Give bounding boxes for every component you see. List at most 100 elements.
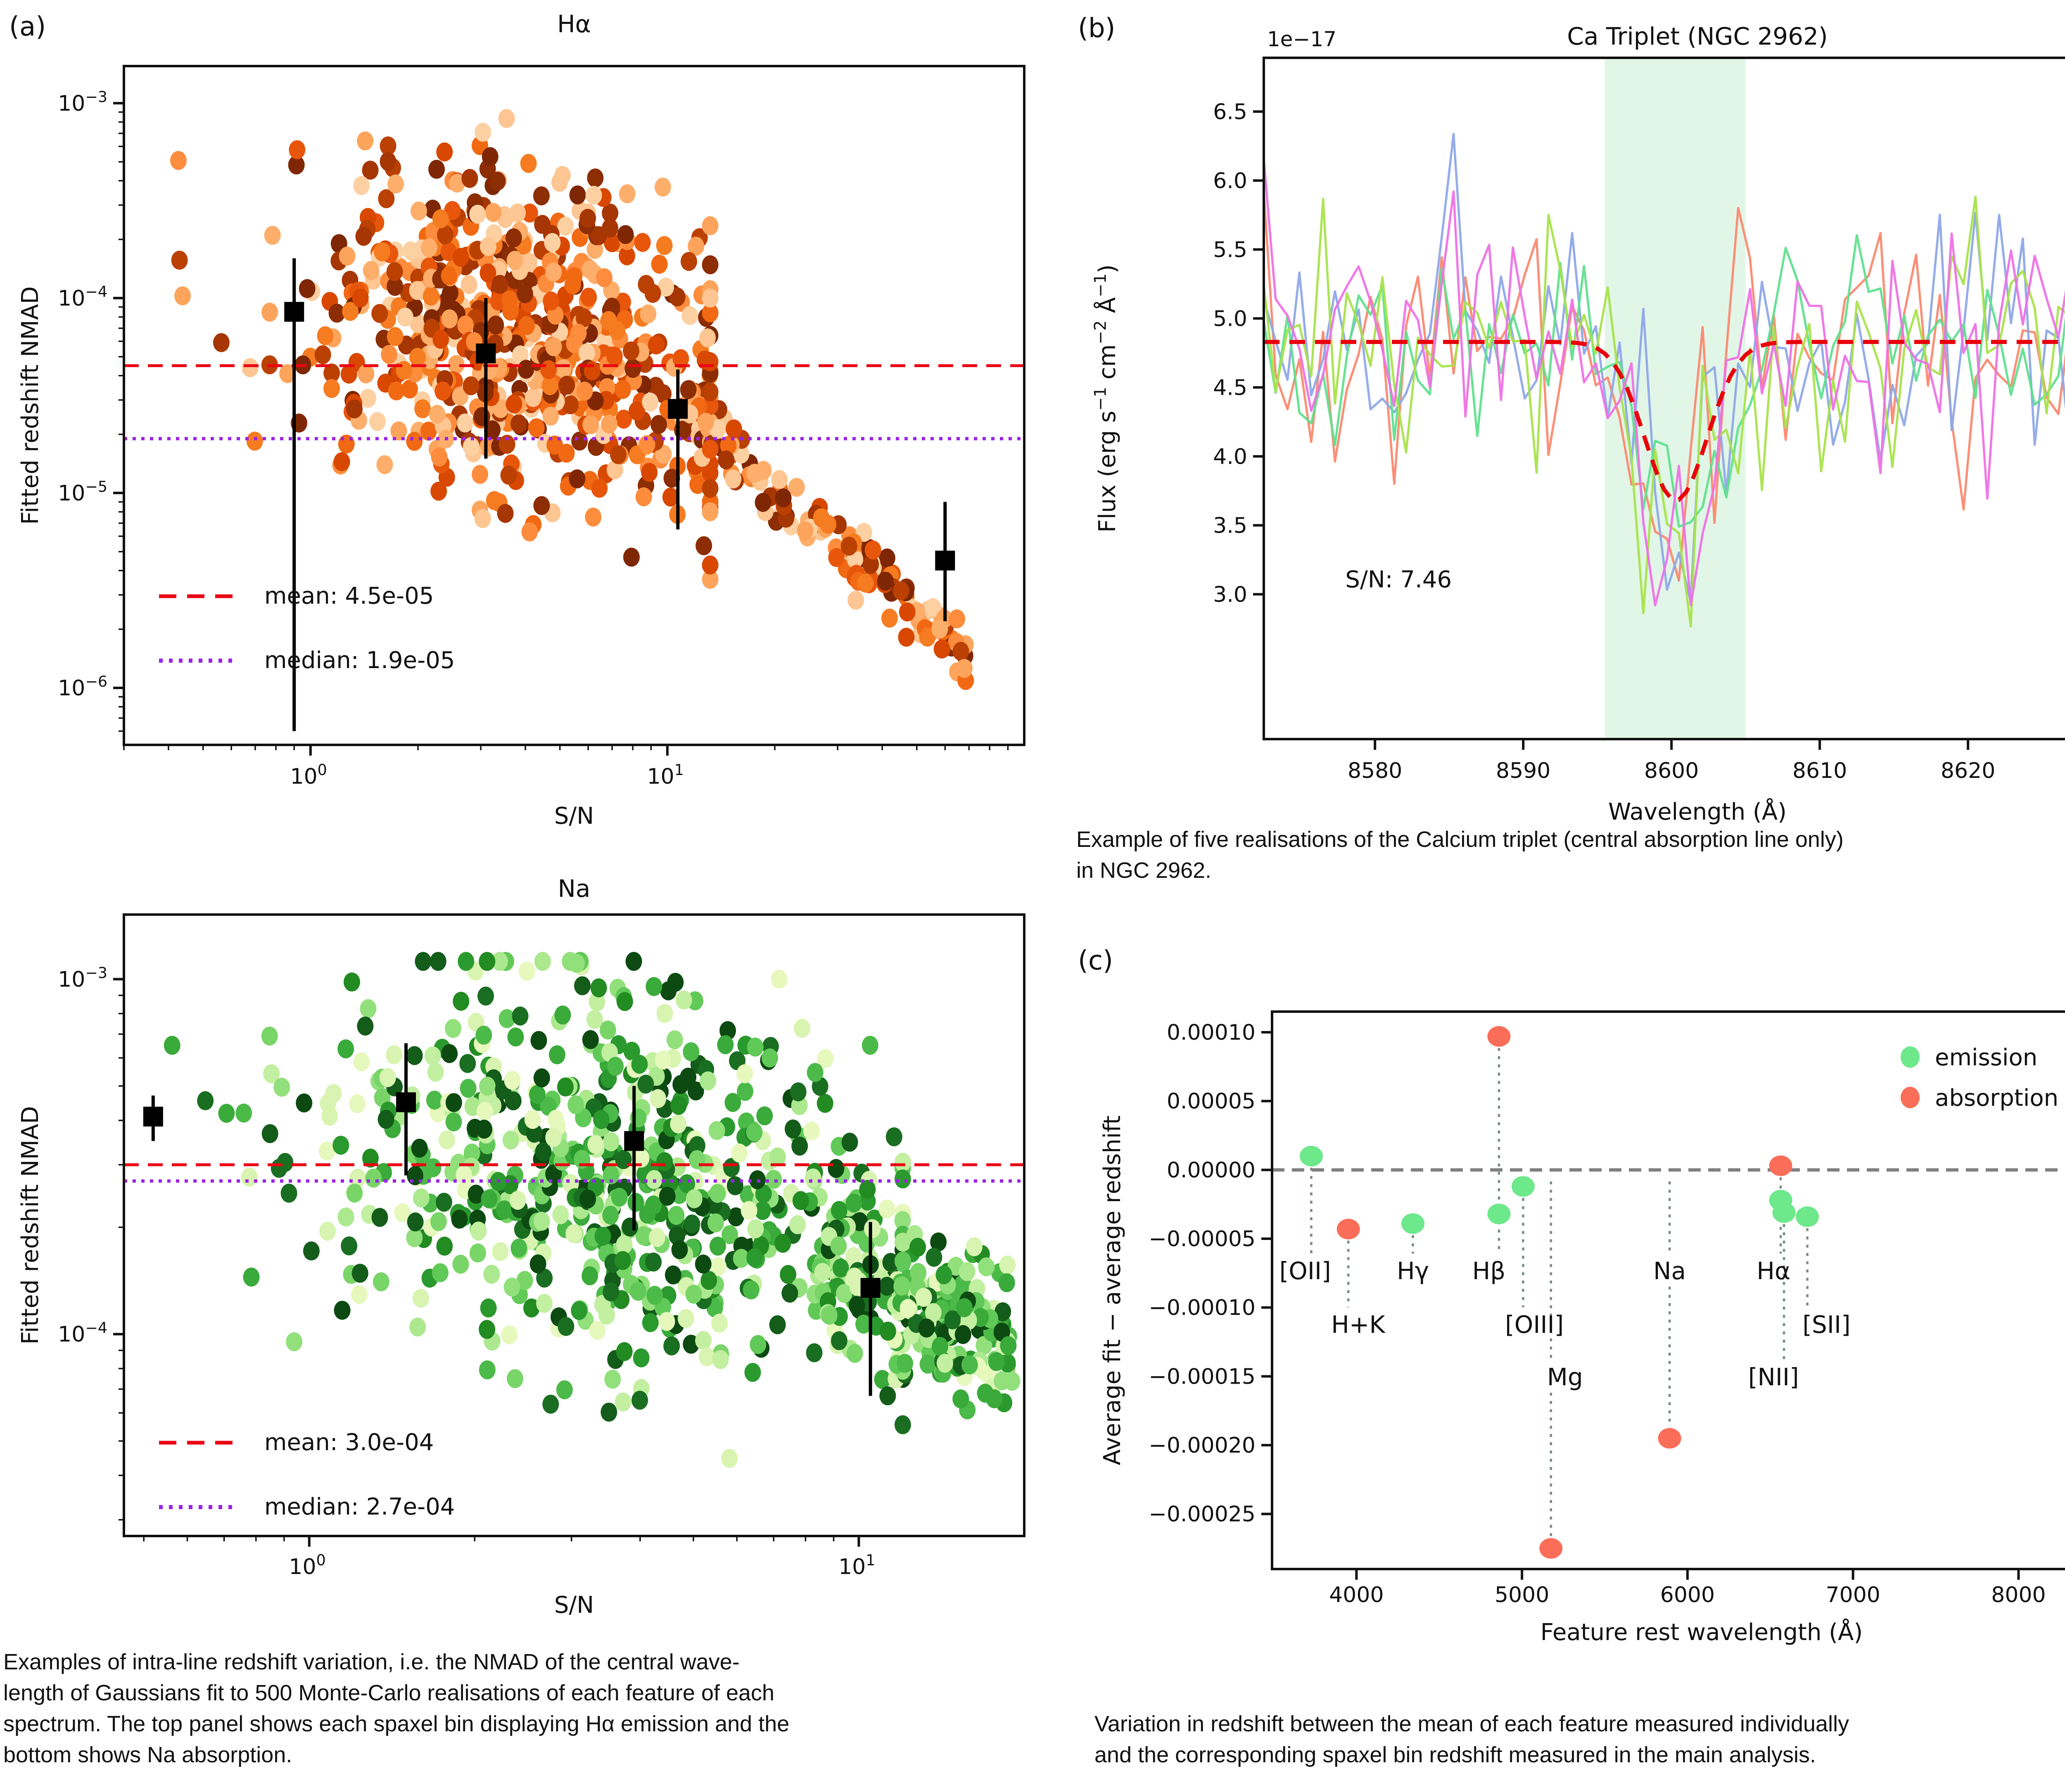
svg-text:Ca Triplet (NGC 2962): Ca Triplet (NGC 2962) <box>1567 22 1828 50</box>
svg-text:S/N: S/N <box>554 1592 594 1619</box>
svg-text:−0.00025: −0.00025 <box>1149 1502 1256 1527</box>
svg-text:−0.00005: −0.00005 <box>1149 1227 1256 1252</box>
svg-text:[OII]: [OII] <box>1279 1257 1331 1285</box>
caption-panel-a: Examples of intra-line redshift variatio… <box>3 1650 790 1767</box>
spectrum-realisations <box>1263 133 2065 628</box>
feature-point-[NII] <box>1772 1202 1796 1223</box>
feature-point-Hα <box>1769 1155 1792 1176</box>
svg-text:4000: 4000 <box>1329 1583 1384 1607</box>
svg-text:10−3: 10−3 <box>58 88 107 116</box>
svg-text:3.5: 3.5 <box>1213 513 1247 538</box>
svg-text:8580: 8580 <box>1348 759 1402 783</box>
svg-text:Feature rest wavelength (Å): Feature rest wavelength (Å) <box>1540 1619 1863 1646</box>
feature-point-Hβ <box>1487 1026 1511 1047</box>
svg-text:Average fit − average redshift: Average fit − average redshift <box>1099 1115 1126 1465</box>
svg-text:5000: 5000 <box>1495 1583 1549 1607</box>
svg-text:6.5: 6.5 <box>1213 100 1247 124</box>
svg-text:1e−17: 1e−17 <box>1267 27 1336 51</box>
feature-point-[OII] <box>1299 1146 1323 1166</box>
svg-text:Hα: Hα <box>557 10 591 38</box>
svg-text:Flux (erg s−1 cm−2 Å−1): Flux (erg s−1 cm−2 Å−1) <box>1092 264 1121 533</box>
svg-text:S/N: S/N <box>554 803 594 830</box>
svg-text:100: 100 <box>289 1551 325 1579</box>
feature-point-Hβ <box>1487 1204 1511 1224</box>
svg-text:−0.00015: −0.00015 <box>1149 1364 1256 1389</box>
svg-text:Wavelength (Å): Wavelength (Å) <box>1608 798 1787 825</box>
svg-text:4.5: 4.5 <box>1213 375 1247 400</box>
feature-point-Mg <box>1539 1538 1563 1559</box>
feature-point-H+K <box>1336 1218 1360 1240</box>
svg-text:10−4: 10−4 <box>58 1319 107 1347</box>
axis-ticks: 100 101 10−3 10−4 10−5 10−6 <box>58 88 1009 789</box>
legend: mean: 3.0e-04 median: 2.7e-04 <box>159 1429 455 1520</box>
svg-text:Na: Na <box>558 875 591 903</box>
caption-panel-b: Example of five realisations of the Calc… <box>1076 827 1844 883</box>
svg-text:101: 101 <box>647 761 684 789</box>
svg-text:3.0: 3.0 <box>1213 582 1247 607</box>
svg-text:[OIII]: [OIII] <box>1505 1311 1564 1339</box>
svg-text:[NII]: [NII] <box>1748 1363 1799 1391</box>
panel-letter-c: (c) <box>1078 946 1113 976</box>
svg-text:−0.00010: −0.00010 <box>1149 1296 1256 1320</box>
axis-ticks: 100 101 10−3 10−4 <box>58 964 875 1579</box>
svg-text:100: 100 <box>290 761 327 789</box>
svg-text:Hβ: Hβ <box>1472 1257 1506 1285</box>
svg-text:−0.00020: −0.00020 <box>1149 1433 1256 1458</box>
svg-text:median: 1.9e-05: median: 1.9e-05 <box>264 647 455 674</box>
legend: emission absorption <box>1901 1044 2058 1112</box>
svg-text:0.00010: 0.00010 <box>1167 1020 1256 1045</box>
svg-text:10−4: 10−4 <box>58 283 107 311</box>
svg-text:Hα: Hα <box>1756 1257 1790 1285</box>
svg-text:0.00005: 0.00005 <box>1167 1089 1256 1114</box>
panel-letter-b: (b) <box>1078 13 1116 44</box>
axis-ticks: 4000 5000 6000 7000 8000 0.00010 0.00005 0.0000… <box>1149 1020 2046 1607</box>
svg-text:H+K: H+K <box>1331 1311 1386 1339</box>
binned-errorbars <box>284 258 955 731</box>
panel-letter-a: (a) <box>9 12 46 42</box>
svg-text:8590: 8590 <box>1496 759 1550 783</box>
svg-text:absorption: absorption <box>1935 1085 2058 1112</box>
feature-point-[OIII] <box>1511 1176 1535 1197</box>
svg-text:101: 101 <box>838 1551 875 1579</box>
svg-text:Na: Na <box>1653 1257 1686 1285</box>
svg-text:10−5: 10−5 <box>58 478 107 506</box>
svg-text:10−3: 10−3 <box>58 964 107 992</box>
scatter-cloud <box>170 109 974 690</box>
svg-text:6.0: 6.0 <box>1213 168 1247 193</box>
svg-text:5.0: 5.0 <box>1213 306 1247 331</box>
svg-text:8600: 8600 <box>1644 759 1699 783</box>
feature-points <box>1299 1026 1819 1559</box>
svg-text:7000: 7000 <box>1826 1583 1880 1607</box>
svg-text:Fitted redshift NMAD: Fitted redshift NMAD <box>17 286 44 525</box>
caption-panel-c: Variation in redshift between the mean o… <box>1094 1711 1849 1767</box>
na_nmad-chart: 100 101 10−3 10−4 Na S/N Fitted redshift NMAD m… <box>17 875 1025 1619</box>
binned-errorbars <box>143 1043 881 1396</box>
ha_nmad-chart: 100 101 10−3 10−4 10−5 10−6 Hα S/N Fitted redshi… <box>17 10 1025 830</box>
ca-triplet-chart: 8580859086008610862086303.03.54.04.55.05… <box>1092 22 2065 825</box>
absorption-legend-dot <box>1901 1087 1920 1108</box>
svg-text:8620: 8620 <box>1941 759 1995 783</box>
svg-text:Fitted redshift NMAD: Fitted redshift NMAD <box>17 1106 44 1345</box>
feature-point-Hγ <box>1401 1213 1425 1234</box>
feature-point-Na <box>1658 1428 1681 1449</box>
svg-text:0.00000: 0.00000 <box>1167 1158 1256 1183</box>
svg-text:5.5: 5.5 <box>1213 237 1247 262</box>
svg-text:Mg: Mg <box>1547 1363 1583 1391</box>
sn-annotation: S/N: 7.46 <box>1345 567 1452 593</box>
emission-legend-dot <box>1901 1046 1920 1068</box>
svg-text:6000: 6000 <box>1660 1583 1715 1607</box>
svg-text:median: 2.7e-04: median: 2.7e-04 <box>264 1493 455 1520</box>
svg-text:Hγ: Hγ <box>1397 1257 1429 1285</box>
scatter-cloud <box>164 952 1021 1468</box>
svg-text:10−6: 10−6 <box>58 673 107 701</box>
label-connectors <box>1310 1048 1809 1536</box>
gaussian-fit-line <box>1264 340 2065 502</box>
legend: mean: 4.5e-05 median: 1.9e-05 <box>159 583 455 674</box>
axis-ticks: 8580859086008610862086303.03.54.04.55.05… <box>1213 100 1995 783</box>
svg-text:8000: 8000 <box>1991 1583 2046 1607</box>
svg-text:mean: 3.0e-04: mean: 3.0e-04 <box>264 1429 434 1456</box>
